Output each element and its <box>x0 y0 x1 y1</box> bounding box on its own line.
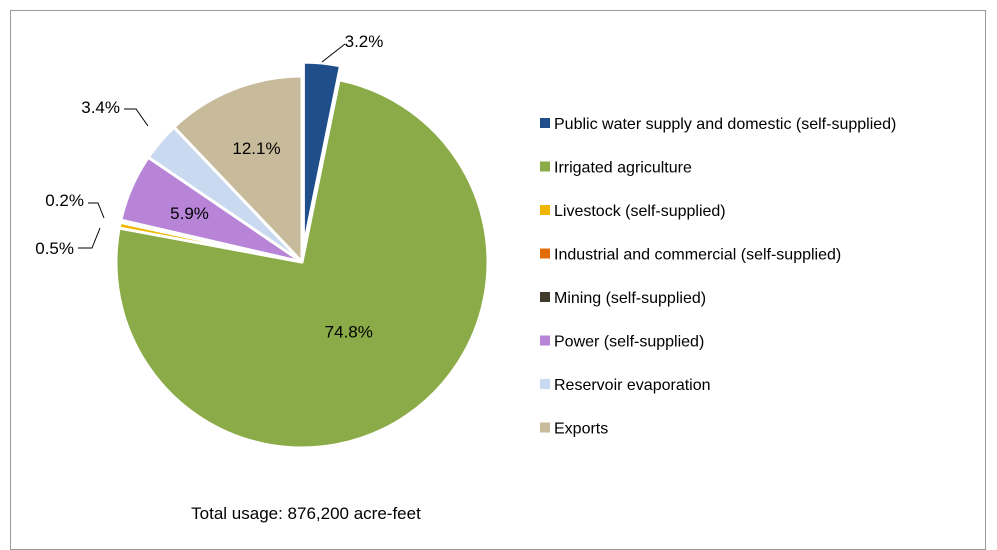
legend-label: Livestock (self-supplied) <box>554 203 726 220</box>
pie-slice-public-water-supply-and-domestic <box>301 60 343 250</box>
legend-swatch <box>540 292 550 302</box>
legend: Public water supply and domestic (self-s… <box>540 116 896 438</box>
leader-line-reservoir-evaporation <box>124 108 149 127</box>
pie-slice-exports <box>172 74 304 264</box>
legend-label: Irrigated agriculture <box>554 160 692 177</box>
legend-swatch <box>540 379 550 389</box>
legend-item-industrial-and-commercial: Industrial and commercial (self-supplied… <box>540 247 841 264</box>
legend-swatch <box>540 205 550 215</box>
percentage-labels: 3.2% 74.8% 0.5% 0.2% 5.9% 3.4% 12.1% <box>35 32 383 341</box>
legend-label: Industrial and commercial (self-supplied… <box>554 247 841 264</box>
legend-swatch <box>540 335 550 346</box>
legend-label: Power (self-supplied) <box>554 334 704 351</box>
pie-slice-irrigated-agriculture <box>114 78 490 450</box>
legend-item-public-water-supply-and-domestic: Public water supply and domestic (self-s… <box>540 116 896 133</box>
total-usage-caption: Total usage: 876,200 acre-feet <box>191 504 421 523</box>
legend-swatch <box>540 161 550 172</box>
leader-line-mining <box>88 202 105 219</box>
pct-label-public-water-supply-and-domestic: 3.2% <box>345 32 384 51</box>
legend-item-exports: Exports <box>540 421 608 438</box>
legend-label: Mining (self-supplied) <box>554 290 706 307</box>
pct-label-exports: 12.1% <box>232 139 280 158</box>
legend-swatch <box>540 118 550 128</box>
legend-swatch <box>540 422 550 433</box>
leader-line-livestock <box>78 227 101 249</box>
legend-label: Exports <box>554 421 608 438</box>
legend-label: Reservoir evaporation <box>554 377 711 394</box>
pie-chart: 3.2% 74.8% 0.5% 0.2% 5.9% 3.4% 12.1% Public wa… <box>35 32 896 523</box>
pie-slices <box>114 60 490 450</box>
legend-label: Public water supply and domestic (self-s… <box>554 116 896 133</box>
leader-line-public-water-supply-and-domestic <box>321 43 346 63</box>
legend-item-reservoir-evaporation: Reservoir evaporation <box>540 377 711 394</box>
legend-item-power: Power (self-supplied) <box>540 334 704 351</box>
pct-label-power: 5.9% <box>170 204 209 223</box>
pct-label-mining: 0.2% <box>45 191 84 210</box>
legend-item-irrigated-agriculture: Irrigated agriculture <box>540 160 692 177</box>
leader-lines <box>78 43 346 249</box>
legend-swatch <box>540 248 550 259</box>
pct-label-irrigated-agriculture: 74.8% <box>325 322 373 341</box>
pct-label-reservoir-evaporation: 3.4% <box>81 98 120 117</box>
pct-label-livestock: 0.5% <box>35 239 74 258</box>
legend-item-livestock: Livestock (self-supplied) <box>540 203 726 220</box>
legend-item-mining: Mining (self-supplied) <box>540 290 706 307</box>
